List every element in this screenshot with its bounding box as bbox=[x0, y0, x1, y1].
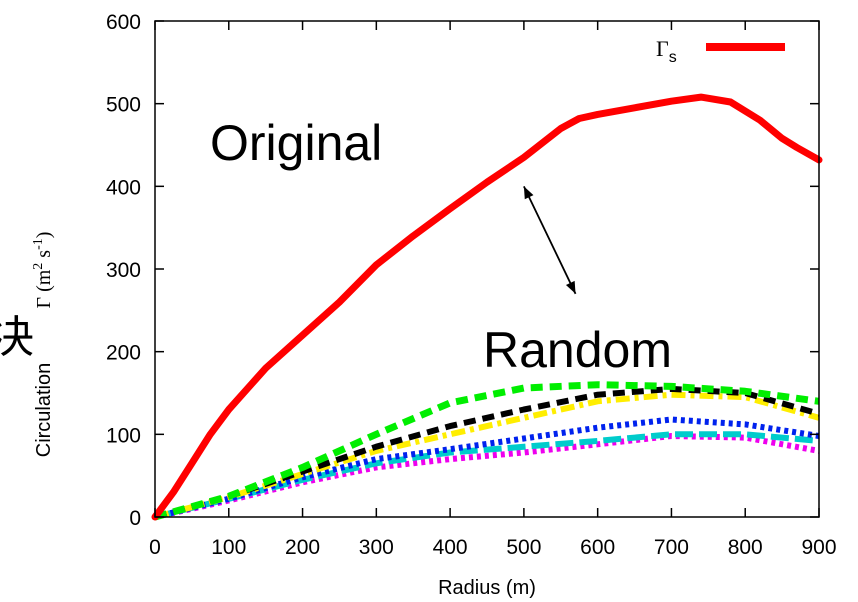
x-tick-label: 100 bbox=[211, 536, 246, 559]
y-axis-title-sup1: 2 bbox=[31, 263, 46, 270]
y-axis-title-sup2: -1 bbox=[31, 238, 46, 250]
y-axis-title-mid: s bbox=[33, 250, 55, 263]
annotation-original: Original bbox=[210, 115, 382, 171]
svg-text:Γs: Γs bbox=[656, 36, 677, 66]
y-axis-title-symbol: Γ (m bbox=[33, 269, 55, 308]
series-line-5 bbox=[154, 431, 820, 520]
legend-subscript: s bbox=[669, 49, 677, 66]
series-layer bbox=[151, 93, 823, 521]
svg-text:Γ (m2 s-1): Γ (m2 s-1) bbox=[31, 232, 55, 309]
x-tick-label: 900 bbox=[801, 536, 836, 559]
y-tick-label: 200 bbox=[106, 342, 141, 365]
arrow-shaft bbox=[523, 185, 577, 295]
x-axis-title: Radius (m) bbox=[438, 577, 536, 599]
y-tick-label: 0 bbox=[129, 507, 141, 530]
y-tick-label: 600 bbox=[106, 11, 141, 34]
arrow-head-start bbox=[523, 186, 534, 200]
series-line-1 bbox=[154, 381, 820, 521]
x-tick-label: 700 bbox=[654, 536, 689, 559]
x-tick-label: 300 bbox=[359, 536, 394, 559]
plot-frame bbox=[154, 20, 820, 518]
tick-layer: 0 100 200 300 400 500 600 700 800 900 0 100 200 300 40… bbox=[106, 11, 837, 559]
y-axis-title-prefix: Circulation bbox=[33, 363, 55, 457]
x-tick-label: 200 bbox=[285, 536, 320, 559]
x-tick-label: 500 bbox=[506, 536, 541, 559]
x-tick-label: 400 bbox=[433, 536, 468, 559]
legend: Γs bbox=[656, 36, 785, 66]
y-tick-label: 400 bbox=[106, 176, 141, 199]
side-glyph: 决 bbox=[0, 312, 34, 363]
y-axis-title-end: ) bbox=[33, 232, 55, 239]
series-line-0 bbox=[151, 93, 823, 521]
arrow-head-end bbox=[565, 280, 576, 294]
connecting-arrow bbox=[523, 185, 577, 295]
x-tick-label: 800 bbox=[728, 536, 763, 559]
x-tick-label: 0 bbox=[149, 536, 161, 559]
svg-text:Circulation: Circulation bbox=[33, 363, 55, 457]
y-tick-label: 300 bbox=[106, 259, 141, 282]
annotation-random: Random bbox=[483, 322, 672, 378]
y-tick-label: 100 bbox=[106, 424, 141, 447]
legend-symbol: Γ bbox=[656, 36, 669, 61]
y-axis-title: Circulation Γ (m2 s-1) bbox=[31, 232, 55, 458]
x-tick-label: 600 bbox=[580, 536, 615, 559]
y-tick-label: 500 bbox=[106, 94, 141, 117]
